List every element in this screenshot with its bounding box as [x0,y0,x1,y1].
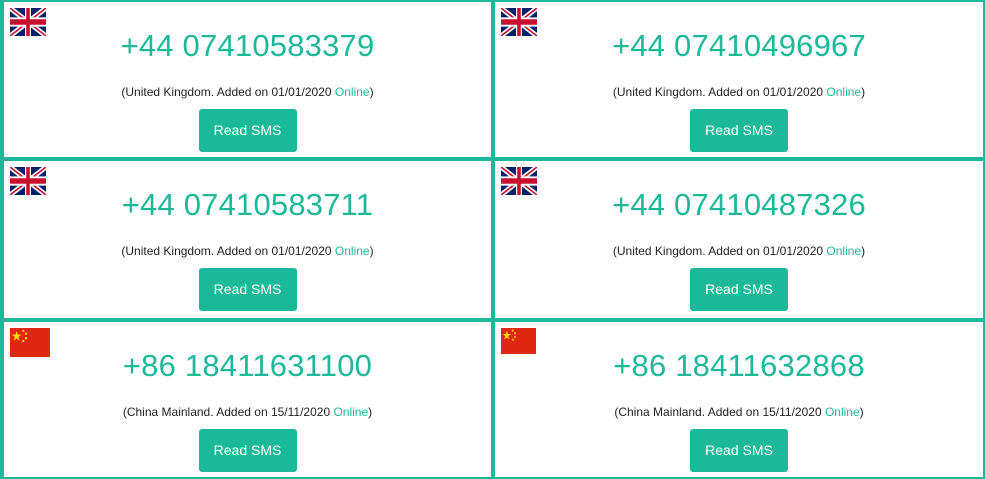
read-sms-button[interactable]: Read SMS [690,109,788,152]
number-info: (United Kingdom. Added on 01/01/2020 Onl… [495,84,983,100]
phone-number: +86 18411631100 [122,348,373,383]
number-info: (United Kingdom. Added on 01/01/2020 Onl… [495,243,983,259]
uk-flag-icon [501,167,537,195]
phone-number: +44 07410496967 [612,28,866,63]
read-sms-button[interactable]: Read SMS [198,109,297,152]
status-online: Online [824,405,860,419]
country-added-text: (United Kingdom. Added on 01/01/2020 [612,85,824,99]
phone-number: +44 07410583379 [120,28,375,63]
read-sms-button[interactable]: Read SMS [690,429,788,472]
china-flag-icon [10,328,50,357]
closing-paren: ) [369,85,374,99]
number-info: (China Mainland. Added on 15/11/2020 Onl… [495,404,983,420]
number-card: +44 07410583711 (United Kingdom. Added o… [4,161,491,318]
country-added-text: (United Kingdom. Added on 01/01/2020 [121,85,332,99]
number-card: +44 07410496967 (United Kingdom. Added o… [495,2,983,157]
uk-flag-icon [501,8,537,36]
closing-paren: ) [368,405,373,419]
country-added-text: (United Kingdom. Added on 01/01/2020 [121,244,332,258]
closing-paren: ) [861,85,866,99]
status-online: Online [826,85,862,99]
uk-flag-icon [10,8,46,36]
number-info: (United Kingdom. Added on 01/01/2020 Onl… [4,243,491,259]
closing-paren: ) [369,244,374,258]
number-card: +44 07410487326 (United Kingdom. Added o… [495,161,983,318]
uk-flag-icon [10,167,46,195]
china-flag-icon [501,328,536,354]
number-card: +44 07410583379 (United Kingdom. Added o… [4,2,491,157]
status-online: Online [334,244,370,258]
status-online: Online [333,405,369,419]
read-sms-button[interactable]: Read SMS [690,268,788,311]
number-info: (China Mainland. Added on 15/11/2020 Onl… [4,404,491,420]
number-card: +86 18411631100 (China Mainland. Added o… [4,322,491,477]
read-sms-button[interactable]: Read SMS [198,429,297,472]
phone-number: +86 18411632868 [613,348,865,383]
status-online: Online [826,244,862,258]
status-online: Online [334,85,370,99]
phone-number: +44 07410487326 [612,187,866,222]
phone-number: +44 07410583711 [121,187,374,222]
closing-paren: ) [861,244,866,258]
country-added-text: (United Kingdom. Added on 01/01/2020 [612,244,824,258]
country-added-text: (China Mainland. Added on 15/11/2020 [614,405,822,419]
number-info: (United Kingdom. Added on 01/01/2020 Onl… [4,84,491,100]
read-sms-button[interactable]: Read SMS [198,268,297,311]
number-card: +86 18411632868 (China Mainland. Added o… [495,322,983,477]
closing-paren: ) [859,405,864,419]
country-added-text: (China Mainland. Added on 15/11/2020 [122,405,331,419]
